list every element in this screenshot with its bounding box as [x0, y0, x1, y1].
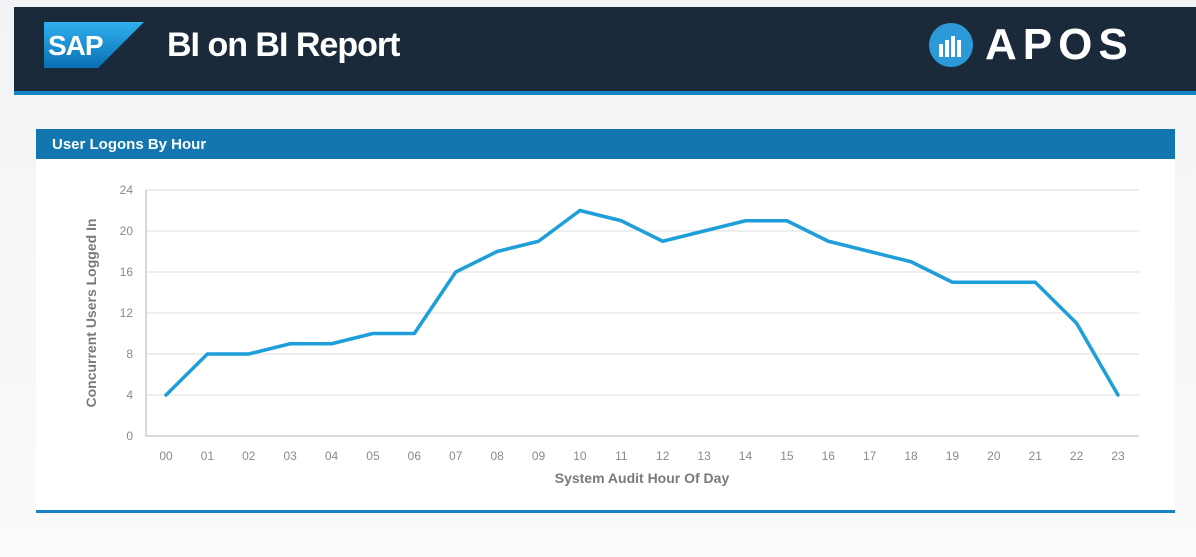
x-tick-label: 07 — [449, 449, 463, 463]
data-point — [702, 229, 706, 233]
y-tick-label: 4 — [126, 388, 133, 402]
data-point — [578, 209, 582, 212]
x-tick-label: 00 — [159, 449, 173, 463]
data-point — [950, 280, 954, 284]
sap-logo: SAP — [44, 22, 144, 68]
x-tick-label: 17 — [863, 449, 877, 463]
y-axis-label: Concurrent Users Logged In — [83, 218, 99, 407]
header-bar — [14, 7, 1196, 91]
y-tick-label: 8 — [126, 347, 133, 361]
report-title: BI on BI Report — [167, 26, 400, 64]
x-tick-label: 23 — [1111, 449, 1125, 463]
y-tick-label: 16 — [120, 265, 134, 279]
data-point — [495, 250, 499, 253]
x-tick-label: 02 — [242, 449, 256, 463]
data-point — [412, 332, 416, 335]
x-tick-label: 06 — [408, 449, 422, 463]
x-tick-label: 09 — [532, 449, 546, 463]
x-tick-label: 11 — [615, 449, 628, 463]
x-tick-label: 15 — [780, 449, 794, 463]
y-tick-label: 20 — [120, 224, 134, 238]
data-point — [371, 332, 375, 335]
data-point — [868, 250, 872, 253]
apos-logo-icon — [929, 23, 973, 67]
x-tick-label: 14 — [739, 449, 753, 463]
data-point — [164, 393, 168, 397]
x-tick-label: 05 — [366, 449, 380, 463]
x-tick-label: 01 — [201, 449, 215, 463]
x-axis-label: System Audit Hour Of Day — [555, 470, 730, 486]
x-tick-label: 12 — [656, 449, 670, 463]
x-tick-label: 13 — [697, 449, 711, 463]
data-point — [330, 342, 334, 346]
data-point — [992, 280, 996, 284]
panel-bottom-line — [36, 510, 1175, 513]
data-point — [454, 270, 458, 274]
data-point — [743, 219, 747, 223]
x-tick-label: 10 — [573, 449, 587, 463]
y-tick-label: 12 — [120, 306, 134, 320]
data-point — [1116, 393, 1120, 397]
sap-logo-text: SAP — [48, 30, 103, 61]
series-line — [164, 208, 1120, 397]
data-point — [1033, 280, 1037, 284]
data-point — [1075, 321, 1079, 325]
y-tick-label: 24 — [120, 183, 134, 197]
x-tick-label: 16 — [822, 449, 836, 463]
data-point — [288, 342, 292, 346]
panel-header: User Logons By Hour — [36, 129, 1175, 159]
data-point — [785, 219, 789, 223]
x-tick-label: 03 — [283, 449, 297, 463]
data-point — [205, 352, 209, 356]
data-point — [909, 260, 913, 264]
x-tick-label: 04 — [325, 449, 339, 463]
y-axis-ticks: 0 4 8 12 16 20 24 — [120, 183, 134, 443]
x-tick-label: 18 — [904, 449, 918, 463]
y-tick-label: 0 — [126, 429, 133, 443]
header-accent-line — [14, 91, 1196, 95]
data-point — [826, 239, 830, 243]
data-point — [247, 352, 251, 356]
x-tick-label: 22 — [1070, 449, 1084, 463]
x-axis-ticks: 00 01 02 03 04 05 06 07 08 09 10 11 12 13 14 15 16 17 18 19… — [159, 449, 1125, 463]
x-tick-label: 21 — [1029, 449, 1043, 463]
data-point — [661, 239, 665, 243]
chart-panel: User Logons By Hour — [36, 129, 1175, 510]
x-tick-label: 20 — [987, 449, 1001, 463]
series — [164, 208, 1120, 397]
apos-brand-text: APOS — [985, 20, 1134, 69]
data-point — [537, 239, 541, 243]
data-point — [619, 219, 623, 223]
x-tick-label: 08 — [490, 449, 504, 463]
panel-title: User Logons By Hour — [52, 136, 207, 153]
x-tick-label: 19 — [946, 449, 960, 463]
gridlines — [145, 189, 1139, 437]
